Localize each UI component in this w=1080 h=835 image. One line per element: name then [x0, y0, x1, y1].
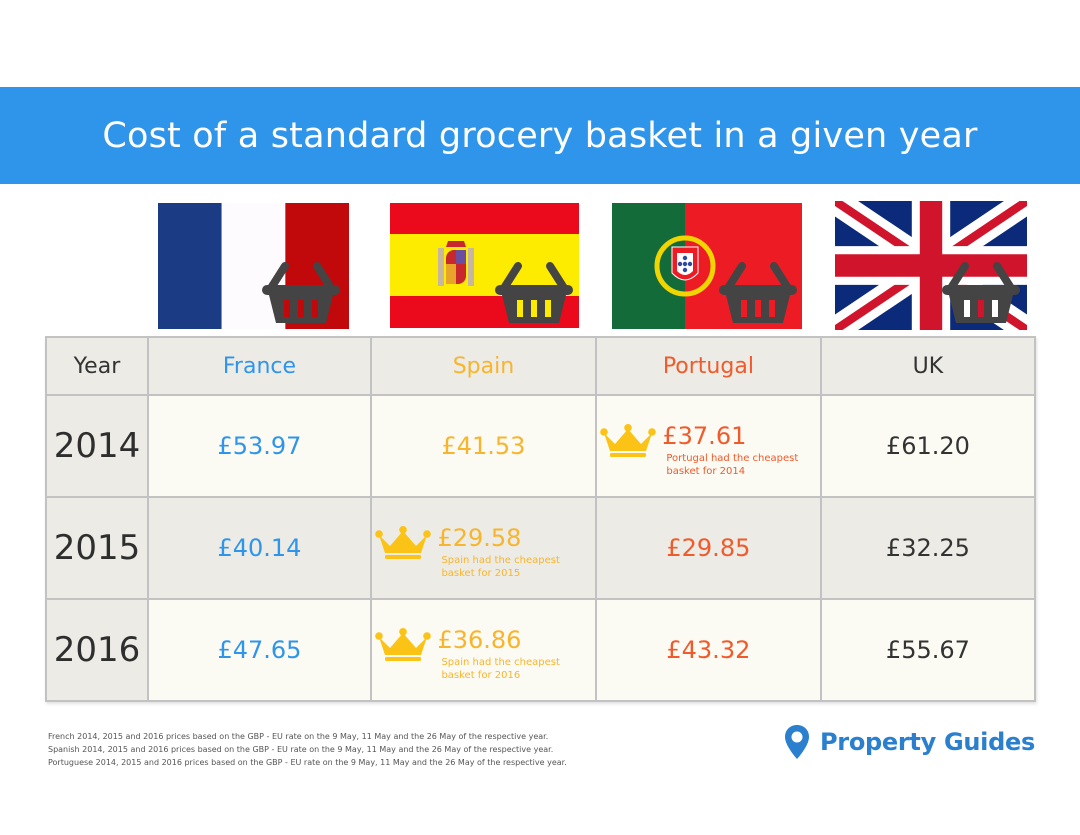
price-value: £36.86: [437, 626, 522, 654]
uk-cell: £55.67: [819, 598, 1037, 702]
footnotes: French 2014, 2015 and 2016 prices based …: [48, 730, 567, 769]
crown-icon: [375, 628, 431, 662]
header-year: Year: [45, 336, 149, 396]
price-value: £29.58: [437, 524, 522, 552]
price-value: £41.53: [441, 432, 526, 460]
portugal-cell: £43.32: [594, 598, 822, 702]
table-row: 2016 £47.65 £36.86 Spain had the cheapes…: [45, 598, 1037, 702]
portugal-cell: £37.61 Portugal had the cheapest basket …: [594, 394, 822, 498]
shopping-basket-icon: [495, 262, 573, 323]
year-cell: 2015: [45, 496, 149, 600]
table-row: 2014 £53.97 £41.53 £37.61 Portugal had t…: [45, 394, 1037, 498]
cheapest-badge: £36.86 Spain had the cheapest basket for…: [375, 626, 591, 682]
logo-text: Property Guides: [820, 728, 1035, 756]
spain-cell: £36.86 Spain had the cheapest basket for…: [369, 598, 597, 702]
footnote-portugal: Portuguese 2014, 2015 and 2016 prices ba…: [48, 758, 567, 767]
flag-france-icon: [158, 203, 349, 329]
flag-spain: [390, 203, 579, 328]
cheapest-badge: £29.58 Spain had the cheapest basket for…: [375, 524, 591, 580]
property-guides-logo: Property Guides: [784, 724, 1035, 760]
shopping-basket-icon: [942, 262, 1020, 323]
cheapest-badge: £37.61 Portugal had the cheapest basket …: [600, 422, 816, 478]
grocery-cost-table: Year France Spain Portugal UK 2014 £53.9…: [45, 336, 1037, 702]
france-cell: £53.97: [146, 394, 372, 498]
header-portugal: Portugal: [594, 336, 822, 396]
year-cell: 2016: [45, 598, 149, 702]
table-header-row: Year France Spain Portugal UK: [45, 336, 1037, 396]
crown-icon: [375, 526, 431, 560]
price-value: £40.14: [217, 534, 302, 562]
year-cell: 2014: [45, 394, 149, 498]
spain-cell: £41.53: [369, 394, 597, 498]
price-value: £55.67: [885, 636, 970, 664]
flag-france: [158, 203, 349, 329]
cheapest-note: Spain had the cheapest basket for 2016: [441, 657, 560, 681]
price-value: £61.20: [885, 432, 970, 460]
shopping-basket-icon: [719, 262, 797, 323]
header-uk: UK: [819, 336, 1037, 396]
spain-cell: £29.58 Spain had the cheapest basket for…: [369, 496, 597, 600]
flag-portugal: [612, 203, 802, 329]
price-value: £37.61: [662, 422, 747, 450]
map-pin-icon: [785, 725, 809, 759]
footnote-france: French 2014, 2015 and 2016 prices based …: [48, 732, 549, 741]
title-banner: Cost of a standard grocery basket in a g…: [0, 87, 1080, 184]
flag-portugal-icon: [612, 203, 802, 329]
price-value: £29.85: [666, 534, 751, 562]
shopping-basket-icon: [262, 262, 340, 323]
price-value: £43.32: [666, 636, 751, 664]
page-title: Cost of a standard grocery basket in a g…: [102, 115, 978, 156]
header-france: France: [146, 336, 372, 396]
france-cell: £40.14: [146, 496, 372, 600]
portugal-cell: £29.85: [594, 496, 822, 600]
price-value: £47.65: [217, 636, 302, 664]
uk-cell: £61.20: [819, 394, 1037, 498]
header-spain: Spain: [369, 336, 597, 396]
flag-uk: [835, 201, 1027, 330]
cheapest-note: Portugal had the cheapest basket for 201…: [666, 453, 799, 477]
price-value: £53.97: [217, 432, 302, 460]
crown-icon: [600, 424, 656, 458]
table-row: 2015 £40.14 £29.58 Spain had the cheapes…: [45, 496, 1037, 600]
uk-cell: £32.25: [819, 496, 1037, 600]
cheapest-note: Spain had the cheapest basket for 2015: [441, 555, 560, 579]
price-value: £32.25: [885, 534, 970, 562]
france-cell: £47.65: [146, 598, 372, 702]
footnote-spain: Spanish 2014, 2015 and 2016 prices based…: [48, 745, 554, 754]
